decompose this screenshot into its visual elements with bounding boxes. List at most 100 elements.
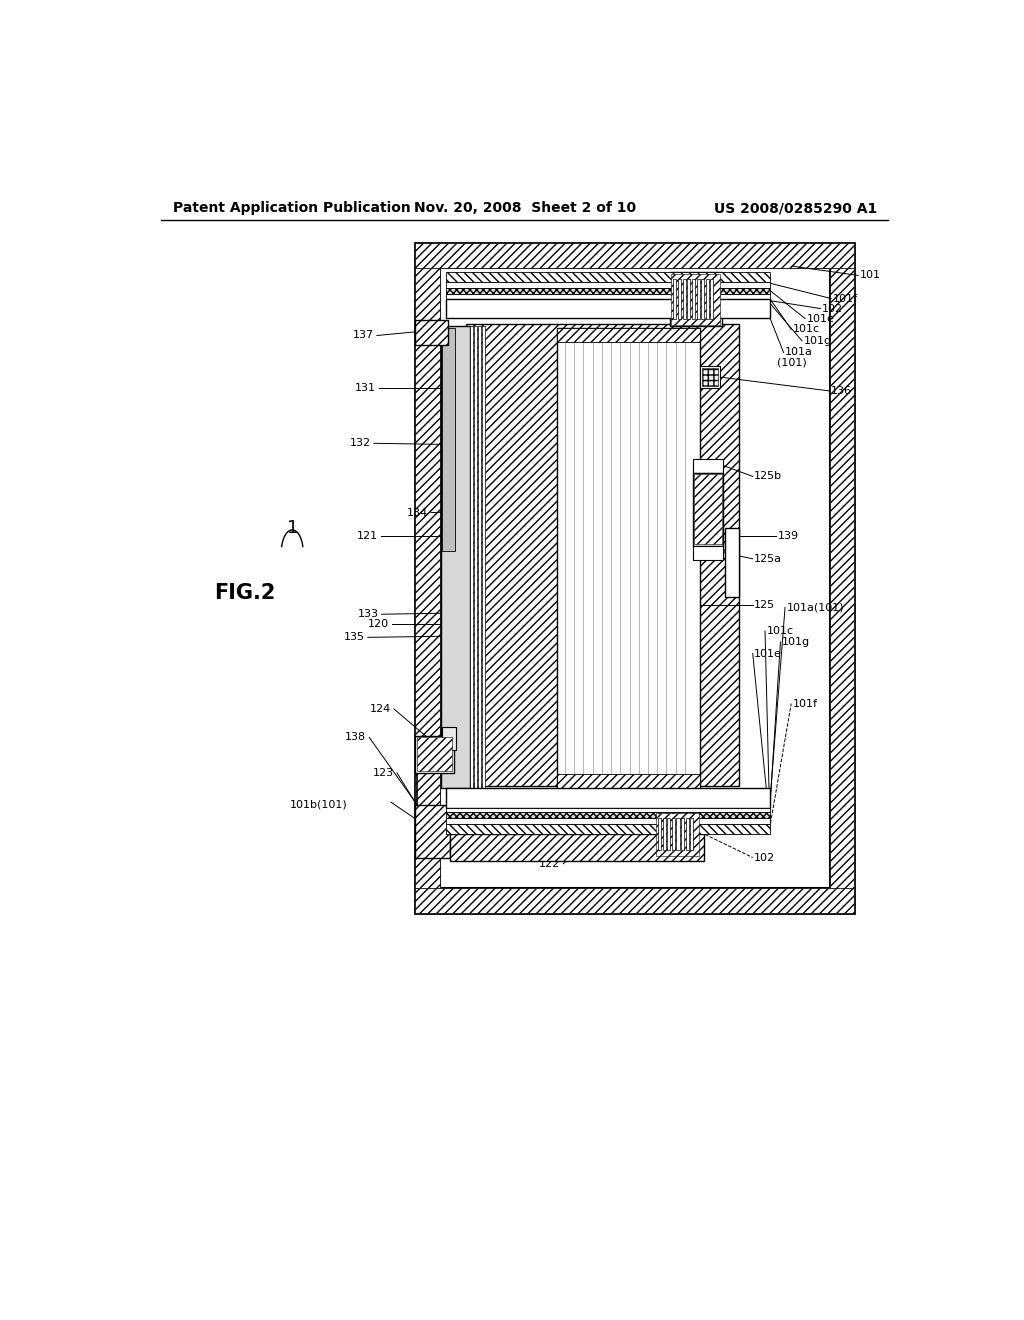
Bar (658, 817, 662, 850)
Bar (446, 808, 770, 812)
Bar (663, 817, 666, 850)
Bar (416, 268, 440, 888)
Text: 101b(101): 101b(101) (290, 800, 348, 809)
Bar (440, 268, 829, 888)
Text: 101c: 101c (767, 626, 794, 636)
Text: 135: 135 (344, 632, 365, 643)
Text: 101a(101): 101a(101) (786, 602, 844, 612)
Bar (416, 321, 447, 345)
Bar (557, 775, 699, 788)
Bar (692, 545, 724, 560)
Bar (668, 817, 671, 850)
Text: 1: 1 (287, 519, 298, 537)
Text: 133: 133 (357, 610, 379, 619)
Bar (417, 738, 453, 771)
Bar (683, 279, 686, 318)
Text: 124: 124 (370, 704, 391, 714)
Text: Patent Application Publication: Patent Application Publication (173, 202, 411, 215)
Text: FIG.2: FIG.2 (214, 583, 275, 603)
Text: 125: 125 (755, 601, 775, 610)
Text: 134: 134 (407, 508, 428, 517)
Text: 101g: 101g (782, 638, 810, 647)
Bar (446, 294, 770, 298)
Bar (478, 326, 481, 788)
Bar (416, 243, 854, 913)
Text: 120: 120 (369, 619, 389, 630)
Bar (711, 279, 714, 318)
Text: 136: 136 (831, 385, 852, 396)
Text: Nov. 20, 2008  Sheet 2 of 10: Nov. 20, 2008 Sheet 2 of 10 (414, 202, 636, 215)
Bar (701, 279, 705, 318)
Bar (692, 279, 695, 318)
Bar (557, 327, 699, 342)
Bar (692, 473, 724, 545)
Bar (678, 279, 681, 318)
Text: 121b: 121b (457, 560, 467, 589)
Text: 101g: 101g (804, 335, 831, 346)
Bar (655, 813, 698, 855)
Text: 125a: 125a (755, 554, 782, 564)
Bar (694, 474, 722, 544)
Bar (690, 817, 693, 850)
Bar (466, 323, 739, 785)
Bar (681, 817, 684, 850)
Bar (677, 817, 680, 850)
Text: 101a: 101a (785, 347, 813, 358)
Text: 131: 131 (354, 383, 376, 393)
Bar (416, 888, 854, 913)
Bar (481, 326, 484, 788)
Bar (441, 326, 470, 788)
Text: 101: 101 (860, 271, 881, 280)
Bar (692, 459, 724, 473)
Text: 121a: 121a (457, 374, 467, 401)
Bar (701, 368, 718, 387)
Text: 101e: 101e (755, 648, 782, 659)
Text: 138: 138 (345, 733, 367, 742)
Bar (700, 367, 720, 388)
Bar (829, 268, 854, 888)
Bar (442, 726, 457, 750)
Bar (416, 243, 854, 268)
Bar (446, 272, 770, 282)
Bar (687, 279, 690, 318)
Text: 102: 102 (822, 304, 843, 314)
Text: (101): (101) (777, 358, 807, 367)
Bar (671, 275, 720, 325)
Text: 121: 121 (356, 531, 378, 541)
Bar (416, 737, 454, 774)
Bar (474, 326, 477, 788)
Bar (557, 327, 699, 788)
Text: US 2008/0285290 A1: US 2008/0285290 A1 (714, 202, 878, 215)
Bar (670, 272, 722, 326)
Text: 122: 122 (539, 859, 560, 869)
Bar (446, 788, 770, 808)
Bar (706, 279, 709, 318)
Bar (446, 818, 770, 824)
Text: 101e: 101e (807, 314, 835, 323)
Bar (725, 528, 739, 597)
Bar (686, 817, 689, 850)
Bar (446, 824, 770, 834)
Bar (696, 279, 699, 318)
Bar (446, 282, 770, 288)
Bar (446, 288, 770, 294)
Text: 101c: 101c (793, 325, 820, 334)
Bar (470, 326, 473, 788)
Bar (674, 279, 677, 318)
Text: 139: 139 (777, 531, 799, 541)
Bar (654, 812, 700, 858)
Bar (451, 834, 705, 862)
Bar (672, 817, 675, 850)
Text: 125b: 125b (755, 471, 782, 482)
Text: 123: 123 (373, 768, 394, 777)
Text: 121a: 121a (457, 630, 467, 657)
Text: 132: 132 (349, 438, 371, 449)
Bar (446, 812, 770, 818)
Text: 137: 137 (352, 330, 374, 341)
Bar (416, 805, 451, 858)
Text: 102: 102 (755, 853, 775, 862)
Text: 101f: 101f (793, 698, 818, 709)
Text: 101f: 101f (833, 293, 858, 304)
Bar (442, 327, 455, 552)
Bar (446, 298, 770, 318)
